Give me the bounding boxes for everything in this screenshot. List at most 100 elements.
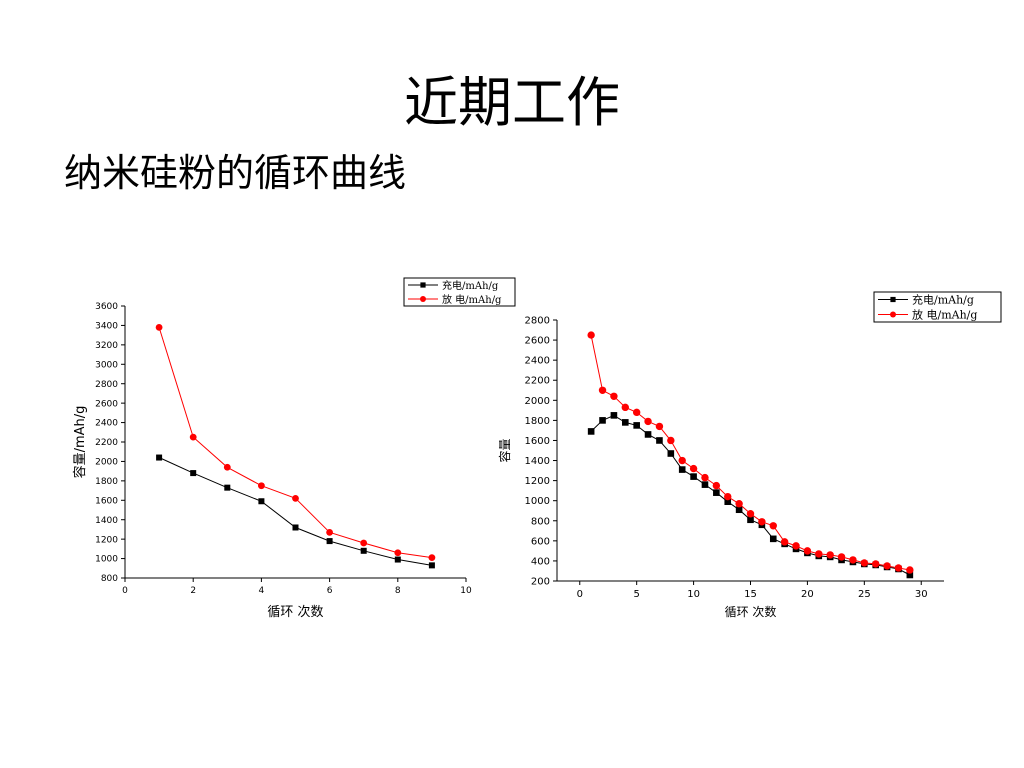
y-tick-label: 2600 [95, 399, 118, 409]
data-point [644, 417, 652, 426]
data-point [837, 553, 846, 561]
y-tick-label: 1600 [95, 496, 118, 506]
data-point [769, 535, 777, 543]
x-tick-label: 4 [259, 586, 265, 596]
y-tick-label: 2400 [95, 419, 118, 429]
data-point [189, 433, 197, 441]
x-tick-label: 20 [801, 589, 814, 600]
data-point [587, 331, 595, 339]
data-point [792, 542, 800, 550]
legend-label: 放 电/mAh/g [442, 293, 502, 306]
y-tick-label: 3000 [95, 360, 118, 370]
y-tick-label: 2600 [525, 336, 550, 347]
data-point [190, 470, 197, 477]
data-point [610, 392, 618, 400]
data-point [633, 422, 640, 429]
y-tick-label: 2200 [525, 376, 550, 387]
data-point [826, 551, 834, 559]
data-point [258, 482, 265, 490]
data-point [701, 473, 709, 482]
y-tick-label: 2000 [525, 396, 550, 407]
x-tick-label: 15 [744, 589, 757, 600]
data-point [724, 492, 732, 501]
data-point [656, 437, 663, 444]
data-point [872, 560, 880, 568]
data-point [394, 556, 401, 563]
data-point [735, 500, 743, 508]
y-tick-label: 1000 [525, 496, 550, 507]
data-point [155, 323, 163, 331]
x-tick-label: 30 [915, 589, 928, 600]
y-tick-label: 1000 [95, 555, 118, 565]
data-point [849, 556, 857, 564]
data-point [428, 554, 436, 561]
y-tick-label: 400 [531, 556, 550, 567]
data-point [860, 559, 869, 567]
data-point [292, 494, 299, 502]
data-point [621, 419, 629, 426]
y-tick-label: 200 [531, 577, 550, 588]
data-point [394, 549, 402, 557]
x-tick-label: 5 [633, 589, 639, 600]
legend-marker [890, 311, 896, 318]
y-tick-label: 2000 [95, 458, 118, 468]
data-point [667, 450, 675, 457]
data-point [326, 528, 333, 536]
data-point [292, 524, 299, 531]
y-tick-label: 1200 [95, 535, 118, 545]
data-point [598, 386, 607, 394]
x-tick-label: 2 [190, 586, 196, 596]
data-point [223, 463, 231, 471]
data-point [815, 550, 823, 558]
y-tick-label: 2800 [95, 380, 118, 390]
slide-title: 近期工作 [404, 71, 620, 134]
y-axis-label: 容量 [497, 438, 512, 462]
y-tick-label: 2200 [95, 438, 118, 448]
legend-label: 充电/mAh/g [442, 279, 499, 292]
x-tick-label: 6 [327, 586, 333, 596]
data-point [587, 428, 595, 435]
data-point [599, 417, 606, 424]
data-point [655, 422, 664, 431]
legend-label: 放 电/mAh/g [912, 308, 977, 322]
series-line-2 [590, 334, 910, 571]
y-tick-label: 3600 [95, 302, 118, 312]
y-tick-label: 600 [531, 536, 550, 547]
data-point [906, 566, 914, 574]
series-line-2 [158, 327, 432, 559]
x-tick-label: 8 [395, 586, 401, 596]
data-point [747, 516, 754, 524]
x-axis-label: 循环 次数 [267, 604, 323, 620]
series-line-1 [590, 414, 911, 576]
legend: 充电/mAh/g放 电/mAh/g [873, 291, 1002, 323]
data-point [428, 562, 435, 569]
y-tick-label: 800 [531, 516, 550, 527]
data-point [906, 571, 914, 579]
data-point [610, 412, 618, 419]
data-point [758, 518, 766, 526]
chart-1: 800 1000 1200 1400 1600 1800 2000 2200 2400 2600 2… [72, 277, 516, 620]
y-tick-label: 3200 [95, 341, 118, 351]
y-tick-label: 800 [101, 574, 118, 584]
data-point [894, 564, 903, 572]
y-tick-label: 3400 [95, 322, 118, 332]
x-tick-label: 0 [122, 586, 128, 596]
data-point [621, 403, 629, 412]
y-tick-label: 1600 [525, 436, 550, 447]
data-point [224, 484, 231, 491]
legend-marker [890, 296, 896, 303]
legend-marker [420, 282, 426, 288]
y-tick-label: 2400 [525, 356, 550, 367]
data-point [769, 522, 777, 530]
data-point [746, 510, 755, 518]
data-point [780, 538, 789, 546]
x-axis-label: 循环 次数 [725, 604, 777, 619]
data-point [632, 408, 641, 417]
data-point [678, 466, 686, 473]
series-line-1 [158, 457, 432, 566]
data-point [713, 489, 720, 496]
data-point [735, 506, 743, 514]
x-tick-label: 25 [858, 589, 871, 600]
data-point [883, 562, 891, 570]
